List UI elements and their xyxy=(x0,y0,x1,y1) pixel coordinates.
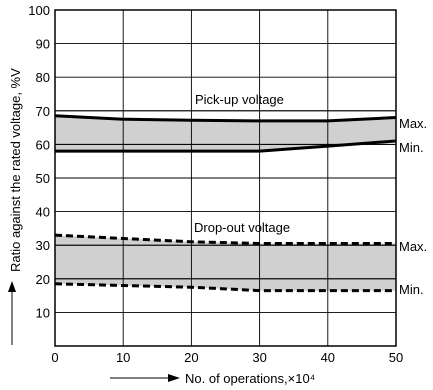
y-tick-label-70: 70 xyxy=(36,104,50,119)
y-tick-label-40: 40 xyxy=(36,205,50,220)
annotation-dropout-min: Min. xyxy=(399,282,424,297)
y-tick-labels: 10 20 30 40 50 60 70 80 90 100 xyxy=(28,3,50,320)
annotation-pickup-max: Max. xyxy=(399,116,427,131)
series-pickup-min xyxy=(55,139,397,153)
band-fills xyxy=(55,115,396,291)
y-axis-title: Ratio against the rated voltage, %V xyxy=(8,68,23,345)
series-pickup-max xyxy=(54,114,397,123)
x-tick-label-50: 50 xyxy=(389,350,403,365)
annotation-dropout: Drop-out voltage xyxy=(194,220,290,235)
y-tick-label-20: 20 xyxy=(36,272,50,287)
x-tick-labels: 0 10 20 30 40 50 xyxy=(51,350,403,365)
series-dropout-max xyxy=(54,233,396,245)
annotation-pickup-min: Min. xyxy=(399,140,424,155)
x-tick-label-40: 40 xyxy=(321,350,335,365)
x-tick-label-20: 20 xyxy=(184,350,198,365)
x-tick-label-30: 30 xyxy=(252,350,266,365)
y-axis-arrow-head xyxy=(8,281,16,292)
annotation-pickup: Pick-up voltage xyxy=(195,92,284,107)
x-axis-label: No. of operations,×10⁴ xyxy=(185,371,315,386)
x-axis-arrow-head xyxy=(168,374,180,382)
band-fill-pickup xyxy=(55,115,396,152)
x-tick-label-10: 10 xyxy=(116,350,130,365)
y-tick-label-100: 100 xyxy=(28,3,50,18)
x-axis-title: No. of operations,×10⁴ xyxy=(110,371,315,386)
x-tick-label-0: 0 xyxy=(51,350,58,365)
y-axis-label: Ratio against the rated voltage, %V xyxy=(8,68,23,272)
y-tick-label-80: 80 xyxy=(36,70,50,85)
y-tick-label-50: 50 xyxy=(36,171,50,186)
band-fill-dropout xyxy=(55,235,396,291)
plot-frame xyxy=(54,9,397,347)
y-tick-label-90: 90 xyxy=(36,37,50,52)
series-dropout-min xyxy=(54,282,396,293)
y-tick-label-10: 10 xyxy=(36,305,50,320)
y-tick-label-30: 30 xyxy=(36,238,50,253)
y-tick-label-60: 60 xyxy=(36,137,50,152)
annotation-dropout-max: Max. xyxy=(399,239,427,254)
grid-lines xyxy=(55,10,396,346)
series-lines xyxy=(54,114,397,293)
